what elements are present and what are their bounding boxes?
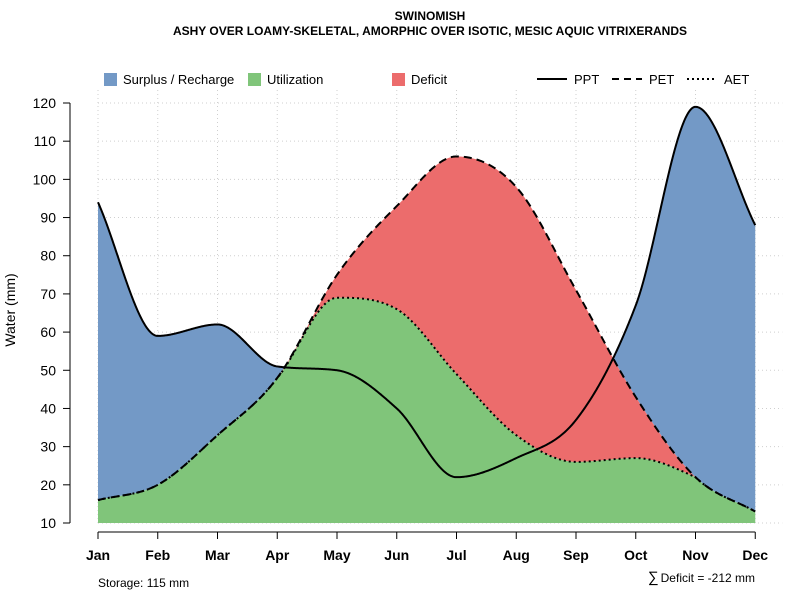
legend-label-utilization: Utilization <box>267 72 323 87</box>
y-tick-label: 40 <box>40 400 56 416</box>
deficit-note: ∑ Deficit = -212 mm <box>648 569 755 586</box>
utilization-area <box>98 297 756 523</box>
legend: Surplus / Recharge Utilization Deficit P… <box>104 72 749 87</box>
x-tick-label: Jun <box>384 547 409 563</box>
y-tick-label: 120 <box>33 95 57 111</box>
y-tick-label: 110 <box>34 133 57 149</box>
x-tick-label: Dec <box>742 547 768 563</box>
y-tick-label: 10 <box>40 515 56 531</box>
y-tick-label: 70 <box>40 286 56 302</box>
x-tick-label: Nov <box>682 547 709 563</box>
sum-icon: ∑ <box>648 569 659 586</box>
storage-note: Storage: 115 mm <box>98 576 189 590</box>
legend-swatch-surplus <box>104 73 117 86</box>
x-tick-label: Jul <box>446 547 466 563</box>
x-tick-label: Mar <box>205 547 230 563</box>
chart-title: SWINOMISH <box>395 9 466 23</box>
y-tick-label: 30 <box>40 439 56 455</box>
deficit-area <box>98 156 756 512</box>
y-axis-title: Water (mm) <box>2 273 18 346</box>
x-tick-label: Aug <box>503 547 530 563</box>
y-tick-label: 20 <box>40 477 56 493</box>
y-axis: 10 20 30 40 50 60 70 80 90 100 110 120 <box>33 95 71 531</box>
legend-label-surplus: Surplus / Recharge <box>123 72 234 87</box>
y-tick-label: 50 <box>40 362 56 378</box>
legend-label-ppt: PPT <box>574 72 599 87</box>
legend-label-aet: AET <box>724 72 749 87</box>
legend-swatch-utilization <box>248 73 261 86</box>
y-tick-label: 100 <box>33 171 57 187</box>
plot-area: 10 20 30 40 50 60 70 80 90 100 110 120 Jan Feb Mar Apr M… <box>33 90 783 563</box>
series-line-ppt <box>97 105 757 479</box>
y-tick-label: 60 <box>40 324 56 340</box>
x-tick-label: Oct <box>624 547 648 563</box>
legend-swatch-deficit <box>392 73 405 86</box>
x-tick-label: Jan <box>86 547 110 563</box>
legend-label-pet: PET <box>649 72 674 87</box>
y-tick-label: 90 <box>40 210 56 226</box>
x-tick-label: May <box>323 547 350 563</box>
x-tick-label: Apr <box>265 547 290 563</box>
chart-subtitle: ASHY OVER LOAMY-SKELETAL, AMORPHIC OVER … <box>173 24 687 38</box>
deficit-value: Deficit = -212 mm <box>661 571 755 585</box>
x-axis: Jan Feb Mar Apr May Jun Jul Aug Sep Oct Nov Dec <box>86 531 768 563</box>
x-tick-label: Feb <box>145 547 170 563</box>
series-line-aet <box>97 296 756 513</box>
y-tick-label: 80 <box>40 248 56 264</box>
x-tick-label: Sep <box>563 547 589 563</box>
legend-label-deficit: Deficit <box>411 72 448 87</box>
